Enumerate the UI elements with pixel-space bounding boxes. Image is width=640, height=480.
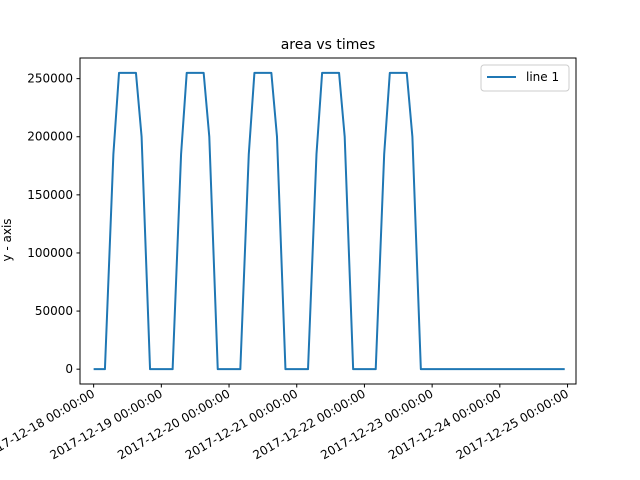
- y-axis-label: y - axis: [0, 218, 14, 261]
- y-tick-label: 150000: [27, 188, 73, 202]
- axes-frame: [79, 57, 577, 385]
- chart-title: area vs times: [281, 37, 376, 53]
- y-tick-label: 200000: [27, 130, 73, 144]
- y-tick-label: 0: [65, 362, 73, 376]
- legend-box: [480, 64, 570, 92]
- series-line-1: [93, 71, 565, 371]
- y-tick-label: 50000: [35, 304, 73, 318]
- y-tick-label: 100000: [27, 246, 73, 260]
- legend: line 1: [480, 64, 570, 92]
- legend-label-line-1: line 1: [526, 70, 559, 84]
- y-tick-label: 250000: [27, 72, 73, 86]
